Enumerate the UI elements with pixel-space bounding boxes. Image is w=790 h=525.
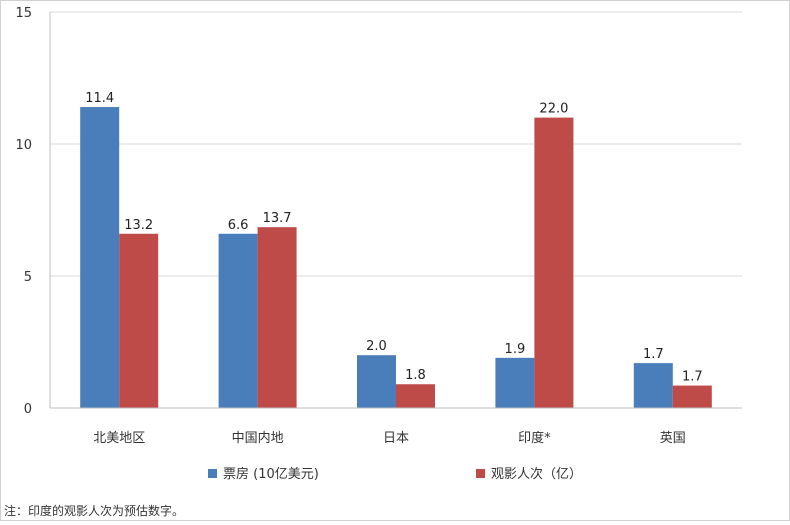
bar-admissions (534, 117, 574, 408)
x-tick-label: 英国 (660, 431, 686, 446)
legend-label: 票房 (10亿美元) (223, 466, 319, 482)
bar-box-office (495, 357, 535, 408)
bar-box-office (218, 233, 258, 408)
bar-value-label: 2.0 (366, 339, 387, 354)
y-tick-label: 10 (15, 138, 32, 153)
bar-admissions (119, 233, 159, 408)
x-tick-label: 中国内地 (232, 430, 284, 446)
bar-box-office (633, 363, 673, 408)
y-axis-ticks: 0 5 10 15 (15, 6, 32, 417)
bar-admissions (396, 384, 435, 408)
legend-swatch (476, 469, 485, 478)
legend: 票房 (10亿美元) 观影人次（亿） (208, 466, 582, 482)
x-axis-ticks: 北美地区 中国内地 日本 印度* 英国 (93, 430, 686, 446)
bar-box-office (357, 355, 396, 408)
y-tick-label: 0 (24, 402, 32, 417)
legend-swatch (208, 469, 217, 478)
bar-value-label: 22.0 (539, 102, 568, 117)
bar-admissions (257, 227, 297, 408)
axes (49, 12, 742, 409)
gridlines (50, 11, 742, 277)
bar-value-label: 6.6 (228, 218, 249, 233)
bar-value-label: 11.4 (85, 91, 114, 106)
bar-value-label: 13.7 (263, 211, 292, 226)
bars (80, 107, 712, 408)
bar-value-labels: 11.4 13.2 6.6 13.7 2.0 1.8 1.9 22.0 1.7 1.7 (85, 91, 702, 385)
legend-label: 观影人次（亿） (491, 466, 582, 482)
bar-value-label: 1.9 (505, 342, 526, 357)
y-tick-label: 15 (15, 6, 32, 21)
bar-value-label: 1.8 (405, 368, 426, 383)
x-tick-label: 印度* (518, 430, 551, 446)
y-tick-label: 5 (24, 270, 32, 285)
footnote: 注：印度的观影人次为预估数字。 (4, 503, 184, 518)
x-tick-label: 北美地区 (93, 431, 145, 446)
bar-admissions (672, 385, 712, 408)
bar-value-label: 1.7 (643, 347, 664, 362)
bar-value-label: 1.7 (682, 370, 703, 385)
bar-box-office (80, 107, 120, 408)
x-tick-label: 日本 (383, 431, 409, 446)
bar-value-label: 13.2 (124, 218, 153, 233)
